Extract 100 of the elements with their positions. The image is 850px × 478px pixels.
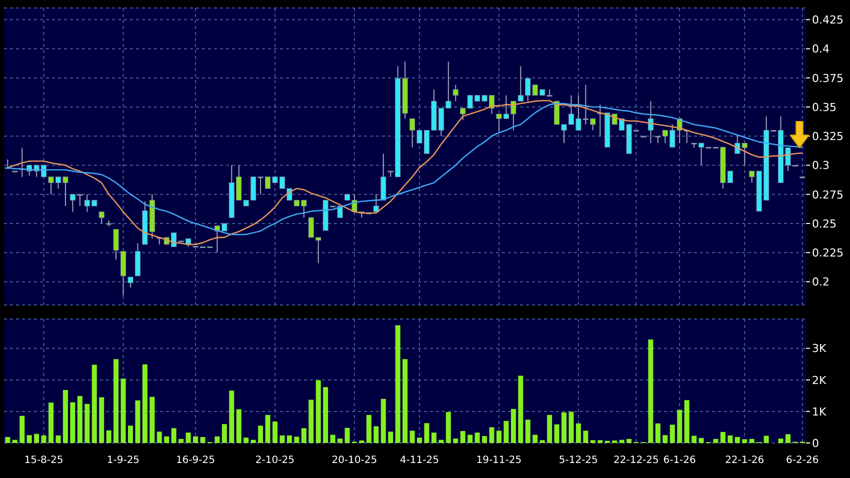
bar xyxy=(785,434,790,443)
bar xyxy=(677,410,682,443)
bar xyxy=(670,424,675,443)
bar xyxy=(619,440,624,443)
candlestick xyxy=(128,276,134,288)
bar xyxy=(338,438,343,443)
bar xyxy=(164,436,170,443)
x-tick-label: 1-9-25 xyxy=(106,455,140,466)
bar xyxy=(193,436,198,443)
bar xyxy=(764,436,769,443)
x-tick-label: 16-9-25 xyxy=(176,455,215,466)
y-tick-label: 2K xyxy=(812,374,827,387)
x-tick-label: 4-11-25 xyxy=(400,455,439,466)
bar xyxy=(446,412,451,443)
bar xyxy=(70,402,76,443)
bar xyxy=(720,432,726,443)
x-tick-label: 5-12-25 xyxy=(558,455,598,466)
bar xyxy=(410,430,415,443)
bar xyxy=(280,435,285,443)
bar xyxy=(562,412,566,443)
bar xyxy=(598,440,603,443)
y-tick-label: 0.2 xyxy=(812,276,830,289)
x-tick-label: 20-10-25 xyxy=(332,455,378,466)
bar xyxy=(568,412,574,443)
candlestick xyxy=(373,194,379,212)
y-tick-label: 0.3 xyxy=(812,159,830,172)
bar xyxy=(728,435,733,443)
x-tick-label: 2-10-25 xyxy=(255,455,294,466)
y-tick-label: 0.275 xyxy=(812,188,844,202)
bar xyxy=(106,430,112,443)
bar xyxy=(489,427,494,443)
x-tick-label: 6-1-26 xyxy=(663,455,696,466)
bar xyxy=(510,408,516,443)
bar xyxy=(374,426,379,443)
bar xyxy=(142,364,148,443)
bar xyxy=(265,414,270,443)
bar xyxy=(294,436,300,443)
bar xyxy=(583,430,588,443)
y-tick-label: 0.325 xyxy=(812,130,844,144)
y-tick-label: 1K xyxy=(812,405,827,418)
bar xyxy=(416,438,422,443)
bar xyxy=(12,440,18,443)
bar xyxy=(114,359,119,443)
bar xyxy=(554,424,560,443)
y-tick-label: 0.35 xyxy=(812,100,836,114)
bar xyxy=(532,434,538,443)
bar xyxy=(272,422,278,443)
bar xyxy=(366,414,372,443)
candlestick xyxy=(452,84,458,102)
bar xyxy=(692,436,697,443)
y-tick-label: 0.425 xyxy=(812,14,844,27)
x-tick-label: 15-8-25 xyxy=(24,455,64,466)
bar xyxy=(518,376,524,443)
bar xyxy=(150,396,155,443)
y-tick-label: 0 xyxy=(812,436,819,450)
bar xyxy=(655,423,660,443)
bar xyxy=(229,390,234,443)
bar xyxy=(250,440,256,443)
bar xyxy=(380,398,386,443)
bar xyxy=(92,364,97,443)
x-tick-label: 22-12-25 xyxy=(614,455,659,466)
bar xyxy=(77,396,82,443)
bar xyxy=(734,437,740,443)
bar xyxy=(244,438,249,443)
bar xyxy=(186,432,191,443)
bar xyxy=(612,440,618,443)
bar xyxy=(590,440,596,443)
bar xyxy=(56,435,61,443)
bar xyxy=(128,426,133,443)
bar xyxy=(540,440,545,443)
bar xyxy=(662,435,668,443)
bar xyxy=(171,428,176,443)
bar xyxy=(424,423,430,443)
y-tick-label: 0.25 xyxy=(812,217,836,230)
candlestick xyxy=(380,153,386,201)
y-tick-label: 0.375 xyxy=(812,72,844,85)
bar xyxy=(713,438,718,443)
bar xyxy=(323,387,328,443)
x-tick-label: 19-11-25 xyxy=(476,455,522,466)
bar xyxy=(156,432,162,443)
bar xyxy=(648,340,654,443)
bar xyxy=(438,440,444,443)
bar xyxy=(301,428,306,443)
bar xyxy=(135,400,140,443)
bar xyxy=(504,420,509,443)
bar xyxy=(749,438,754,443)
bar xyxy=(468,434,473,443)
bar xyxy=(26,435,32,443)
candlestick xyxy=(98,211,104,224)
bar xyxy=(178,438,184,443)
bar xyxy=(34,434,40,443)
bar xyxy=(402,359,408,443)
x-tick-label: 22-1-26 xyxy=(725,455,764,466)
bar xyxy=(778,438,784,443)
bar xyxy=(453,438,458,443)
bar xyxy=(388,432,394,443)
bar xyxy=(496,430,502,443)
bar xyxy=(120,378,126,443)
bar xyxy=(474,432,480,443)
bar xyxy=(5,437,10,443)
